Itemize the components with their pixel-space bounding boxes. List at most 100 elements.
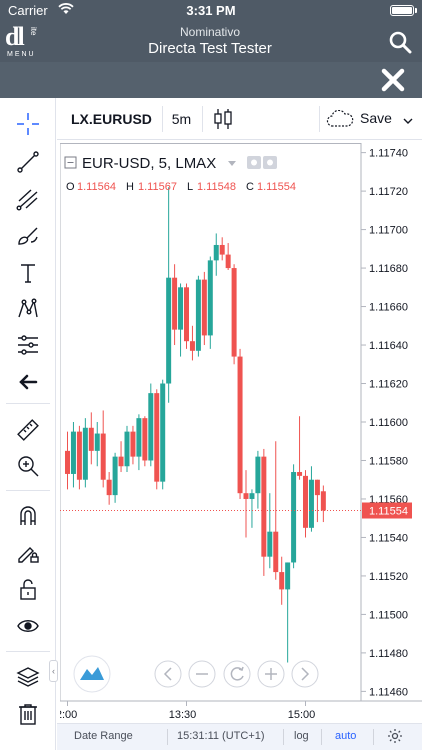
candle-body: [100, 433, 106, 480]
close-label: C: [246, 181, 254, 193]
candle-body: [261, 456, 267, 557]
candle: [88, 412, 94, 465]
candle: [219, 237, 225, 261]
save-label: Save: [360, 110, 392, 126]
candle: [124, 425, 130, 473]
chart-pane[interactable]: 1.11740 1.11720 1.11700 1.11680 1.11660 1.116…: [50, 143, 422, 723]
refresh-icon: [230, 667, 244, 681]
low-label: L: [187, 181, 193, 193]
tradingview-logo-button[interactable]: [73, 655, 111, 693]
candles-icon[interactable]: [209, 106, 237, 132]
logo-sub: ite: [29, 27, 38, 36]
chevron-right-icon: [301, 667, 310, 681]
zoom-in-icon[interactable]: [14, 452, 42, 480]
candle: [100, 410, 106, 488]
auto-scale-toggle[interactable]: auto: [335, 730, 357, 742]
chart-legend: EUR-USD, 5, LMAX O 1.11564 H 1.11567 L 1…: [64, 155, 296, 193]
lock-pencil-icon[interactable]: [14, 538, 42, 566]
zoom-in-button[interactable]: [257, 660, 285, 688]
candle-body: [142, 418, 148, 461]
ohlc-values: O 1.11564 H 1.11567 L 1.11548 C 1.11554: [66, 181, 296, 193]
candle-body: [267, 531, 273, 557]
scroll-left-button[interactable]: [154, 660, 182, 688]
high-label: H: [126, 181, 134, 193]
candle: [243, 470, 249, 538]
search-icon[interactable]: [388, 30, 412, 54]
bottom-divider: [373, 729, 374, 745]
prediction-icon[interactable]: [14, 331, 42, 359]
trend-line-icon[interactable]: [14, 148, 42, 176]
price-scale[interactable]: 1.11740 1.11720 1.11700 1.11680 1.11660 1.116…: [361, 148, 408, 699]
price-tick-label: 1.11520: [369, 571, 408, 583]
interval-button[interactable]: 5m: [161, 106, 203, 132]
candle: [189, 325, 195, 361]
candle-body: [76, 431, 82, 480]
eye-icon[interactable]: [14, 612, 42, 640]
save-button[interactable]: Save: [319, 106, 422, 132]
price-tick-label: 1.11720: [369, 186, 408, 198]
candle: [314, 479, 320, 523]
candle: [142, 416, 148, 467]
crosshair-icon[interactable]: [14, 110, 42, 138]
pitchfork-icon[interactable]: [14, 185, 42, 213]
candle-body: [160, 383, 166, 482]
pattern-icon[interactable]: [14, 295, 42, 323]
candle-body: [273, 531, 279, 573]
legend-dropdown-icon[interactable]: [228, 161, 236, 166]
magnet-icon[interactable]: [14, 502, 42, 530]
candle: [231, 264, 237, 365]
gear-icon[interactable]: [387, 728, 403, 747]
timezone-clock[interactable]: 15:31:11 (UTC+1): [177, 730, 265, 742]
back-arrow-icon[interactable]: [14, 368, 42, 396]
unlock-icon[interactable]: [14, 575, 42, 603]
text-tool-icon[interactable]: [14, 259, 42, 287]
zoom-out-button[interactable]: [188, 660, 216, 688]
candle: [213, 233, 219, 276]
eye-icon[interactable]: [247, 156, 261, 169]
candle-body: [136, 418, 142, 457]
open-value: 1.11564: [77, 181, 116, 193]
log-scale-toggle[interactable]: log: [294, 730, 309, 742]
price-chart[interactable]: 1.11740 1.11720 1.11700 1.11680 1.11660 1.116…: [50, 143, 422, 723]
candle: [70, 422, 76, 488]
candle-body: [219, 244, 225, 255]
candle: [303, 470, 308, 538]
brush-icon[interactable]: [14, 222, 42, 250]
toolbar-divider: [6, 403, 50, 404]
candle: [172, 264, 178, 346]
close-value: 1.11554: [257, 181, 296, 193]
time-scale[interactable]: 12:00 13:30 15:00: [50, 701, 315, 721]
trash-icon[interactable]: [14, 700, 42, 728]
close-icon[interactable]: [379, 66, 407, 94]
candle-body: [166, 277, 172, 384]
battery-tip: [415, 8, 417, 13]
toolbar-collapse-handle[interactable]: ‹: [49, 660, 58, 682]
candle: [261, 448, 267, 576]
symbol-search-button[interactable]: LX.EURUSD: [61, 106, 163, 132]
time-tick-label: 12:00: [60, 709, 77, 721]
last-price-badge: 1.11554: [362, 502, 412, 519]
price-tick-label: 1.11540: [369, 532, 408, 544]
collapse-legend-icon[interactable]: [64, 156, 77, 169]
candle-body: [255, 456, 261, 494]
price-tick-label: 1.11740: [369, 148, 408, 160]
scroll-right-button[interactable]: [291, 660, 319, 688]
menu-label: MENU: [7, 51, 36, 58]
menu-logo-button[interactable]: dl ite MENU: [5, 24, 41, 60]
gear-icon[interactable]: [263, 156, 277, 169]
candle-body: [184, 287, 189, 342]
candle: [184, 283, 189, 349]
reset-button[interactable]: [223, 660, 251, 688]
date-range-button[interactable]: Date Range: [74, 730, 133, 742]
candle-body: [225, 254, 231, 269]
candle: [297, 416, 303, 480]
layers-icon[interactable]: [14, 663, 42, 691]
chart-close-bar: [0, 62, 422, 98]
price-tick-label: 1.11660: [369, 302, 408, 314]
ruler-icon[interactable]: [14, 416, 42, 444]
drawing-toolbar: [0, 98, 56, 750]
candle-body: [148, 393, 154, 461]
candle: [130, 425, 136, 465]
candle: [160, 379, 166, 490]
candle-body: [285, 562, 291, 590]
